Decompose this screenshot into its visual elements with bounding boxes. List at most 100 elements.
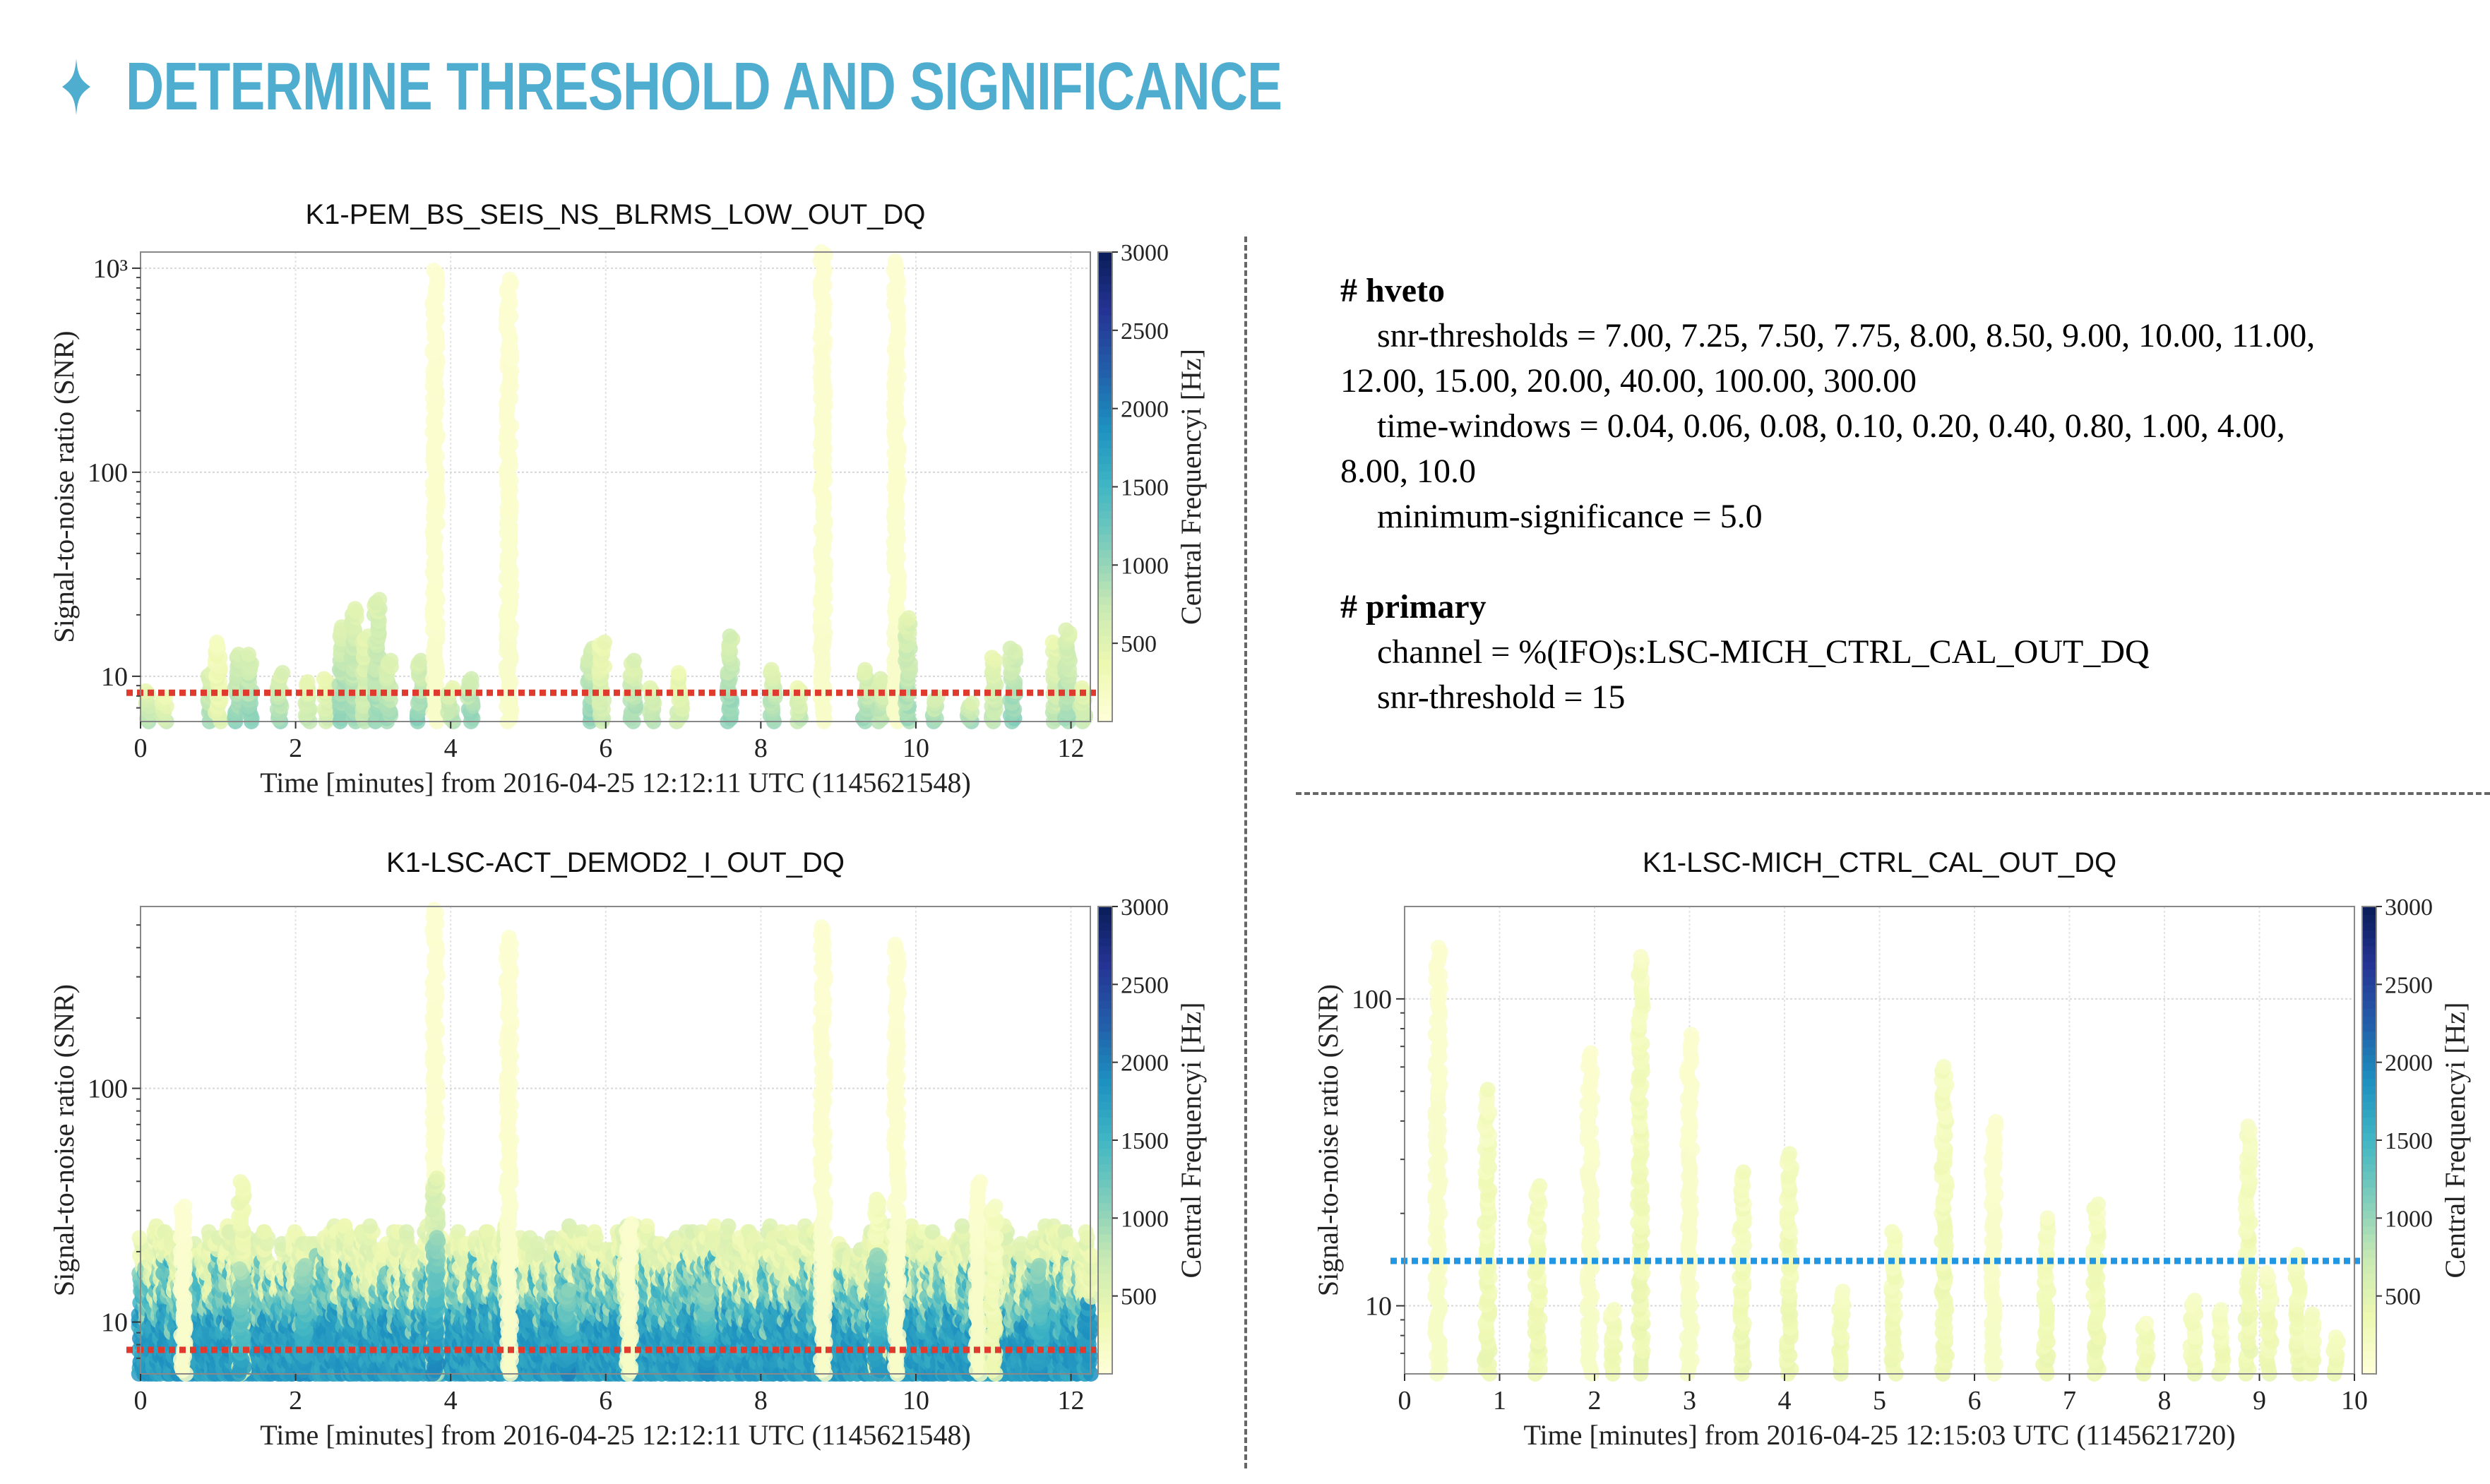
- colorbar-segment: [1098, 306, 1112, 316]
- scatter-points: [138, 244, 1094, 729]
- colorbar-segment: [1098, 408, 1112, 417]
- colorbar-segment: [1098, 674, 1112, 683]
- vertical-divider: [1244, 237, 1247, 1468]
- colorbar-segment: [1098, 557, 1112, 566]
- scatter-points: [131, 902, 1100, 1382]
- chart-title-demod2: K1-LSC-ACT_DEMOD2_I_OUT_DQ: [386, 847, 845, 878]
- colorbar-segment: [1098, 635, 1112, 645]
- colorbar-segment: [1098, 440, 1112, 449]
- colorbar-segment: [1098, 400, 1112, 409]
- data-point: [626, 652, 642, 669]
- colorbar-segment: [1098, 573, 1112, 582]
- data-point: [209, 634, 225, 650]
- colorbar-tick-label: 2500: [1121, 318, 1169, 345]
- data-point: [299, 674, 316, 690]
- colorbar-segment: [1098, 424, 1112, 433]
- colorbar-segment: [1098, 666, 1112, 676]
- data-point: [275, 664, 291, 681]
- colorbar-segment: [1098, 393, 1112, 402]
- section-header-primary: # primary: [1340, 588, 1487, 626]
- config-line: 12.00, 15.00, 20.00, 40.00, 100.00, 300.…: [1340, 362, 1917, 400]
- data-point: [722, 628, 738, 645]
- x-tick-label: 4: [444, 734, 458, 763]
- colorbar-segment: [1098, 565, 1112, 574]
- colorbar-segment: [1098, 549, 1112, 558]
- colorbar-segment: [1098, 611, 1112, 621]
- colorbar-segment: [1098, 252, 1112, 261]
- data-point: [574, 1223, 590, 1240]
- y-tick-label: 100: [88, 458, 128, 488]
- data-point: [872, 671, 888, 687]
- colorbar-tick-label: 3000: [1121, 240, 1169, 266]
- colorbar-segment: [1098, 525, 1112, 534]
- plot-frame: [140, 251, 1091, 722]
- x-tick-label: 0: [134, 734, 148, 763]
- colorbar-segment: [1098, 448, 1112, 457]
- data-point: [371, 592, 388, 608]
- x-tick-label: 8: [754, 734, 768, 763]
- data-point: [337, 1218, 353, 1234]
- config-line: 8.00, 10.0: [1340, 453, 1476, 490]
- colorbar-segment: [1098, 604, 1112, 613]
- colorbar-segment: [1098, 690, 1112, 699]
- config-line: minimum-significance = 5.0: [1377, 498, 1763, 535]
- data-point: [479, 1223, 496, 1240]
- data-point: [597, 634, 613, 650]
- data-point: [450, 1223, 466, 1240]
- colorbar-label: Central Frequencyi [Hz]: [1175, 349, 1207, 625]
- colorbar-segment: [1098, 486, 1112, 496]
- colorbar-segment: [1098, 369, 1112, 378]
- colorbar-segment: [1098, 299, 1112, 308]
- data-point: [383, 652, 399, 669]
- x-tick-label: 12: [1058, 734, 1085, 763]
- colorbar-segment: [1098, 580, 1112, 590]
- colorbar-segment: [1098, 361, 1112, 371]
- colorbar-segment: [1098, 322, 1112, 331]
- colorbar-segment: [1098, 713, 1112, 722]
- colorbar-segment: [1098, 337, 1112, 347]
- chart-title-mich: K1-LSC-MICH_CTRL_CAL_OUT_DQ: [1642, 847, 2117, 878]
- hveto-config-text: # hveto snr-thresholds = 7.00, 7.25, 7.5…: [1340, 268, 2470, 720]
- colorbar-segment: [1098, 314, 1112, 323]
- data-point: [670, 664, 686, 681]
- colorbar-segment: [1098, 479, 1112, 488]
- data-point: [900, 610, 917, 626]
- config-line: snr-thresholds = 7.00, 7.25, 7.50, 7.75,…: [1377, 317, 2316, 354]
- colorbar-segment: [1098, 455, 1112, 465]
- colorbar-segment: [1098, 346, 1112, 355]
- data-point: [964, 695, 980, 712]
- y-tick-label: 10: [101, 662, 128, 692]
- colorbar-segment: [1098, 471, 1112, 480]
- config-line: time-windows = 0.04, 0.06, 0.08, 0.10, 0…: [1377, 407, 2285, 445]
- colorbar-segment: [1098, 330, 1112, 339]
- colorbar-segment: [1098, 628, 1112, 637]
- colorbar-segment: [1098, 619, 1112, 628]
- colorbar-segment: [1098, 260, 1112, 269]
- chart-title-pem: K1-PEM_BS_SEIS_NS_BLRMS_LOW_OUT_DQ: [305, 199, 926, 230]
- colorbar-segment: [1098, 588, 1112, 597]
- colorbar-segment: [1098, 541, 1112, 551]
- data-point: [586, 1223, 602, 1240]
- data-point: [790, 680, 806, 696]
- x-axis-label: Time [minutes] from 2016-04-25 12:12:11 …: [260, 767, 971, 798]
- colorbar-tick-label: 500: [1121, 631, 1157, 657]
- colorbar-segment: [1098, 283, 1112, 292]
- slide-title-text: DETERMINE THRESHOLD AND SIGNIFICANCE: [126, 49, 1282, 124]
- data-point: [131, 1230, 148, 1246]
- colorbar-segment: [1098, 354, 1112, 363]
- data-point: [316, 671, 332, 687]
- x-tick-label: 2: [289, 734, 302, 763]
- data-point: [639, 1218, 655, 1234]
- data-point: [241, 647, 257, 663]
- y-axis-label: Signal-to-noise ratio (SNR): [48, 330, 80, 642]
- colorbar-tick-label: 1000: [1121, 553, 1169, 579]
- y-tick-label: 10³: [93, 254, 128, 284]
- data-point: [887, 253, 903, 270]
- x-tick-label: 10: [903, 734, 929, 763]
- colorbar-segment: [1098, 659, 1112, 668]
- data-point: [463, 671, 479, 687]
- colorbar-segment: [1098, 705, 1112, 714]
- data-point: [1044, 634, 1061, 650]
- colorbar-segment: [1098, 643, 1112, 652]
